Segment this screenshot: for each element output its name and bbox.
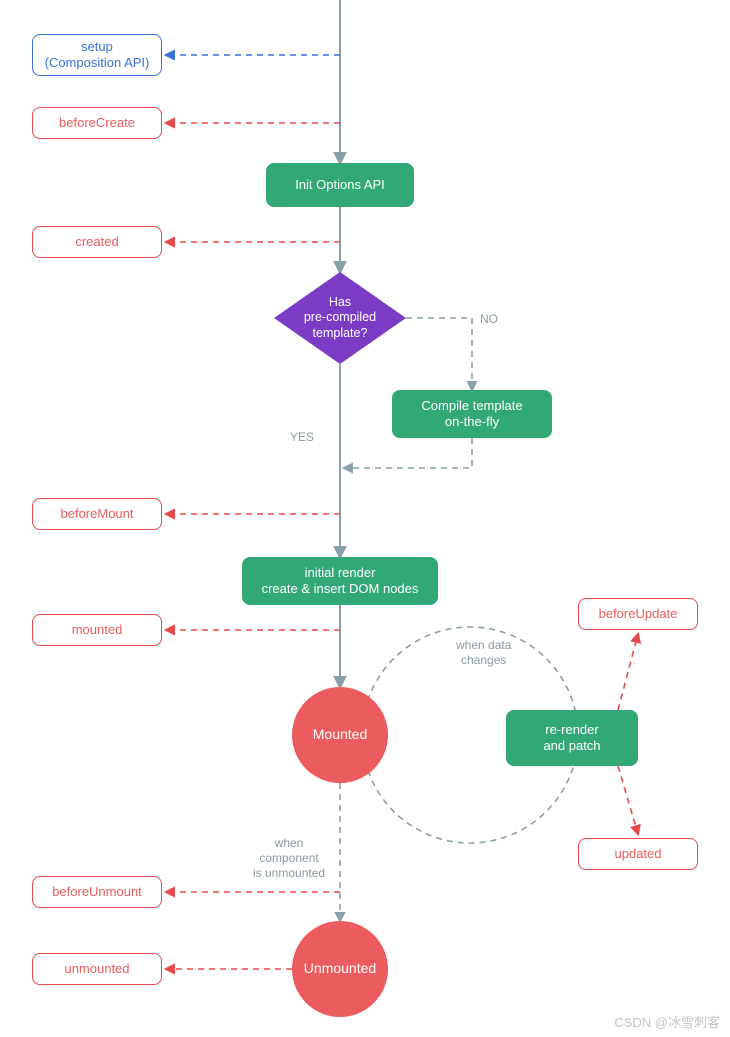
hook-beforeCreate: beforeCreate [32, 107, 162, 139]
edge-compile-return [344, 438, 472, 468]
state-mounted: Mounted [292, 687, 388, 783]
action-compileTemplate: Compile template on-the-fly [392, 390, 552, 438]
label-whenUnmounted: when component is unmounted [253, 836, 325, 881]
state-unmounted: Unmounted [292, 921, 388, 1017]
label-yes: YES [290, 430, 314, 445]
hook-updated: updated [578, 838, 698, 870]
decision-label: Has pre-compiled template? [274, 272, 406, 364]
watermark: CSDN @冰雪刺客 [614, 1012, 720, 1031]
hook-arrow [618, 766, 638, 834]
hook-beforeMount: beforeMount [32, 498, 162, 530]
action-initialRender: initial render create & insert DOM nodes [242, 557, 438, 605]
action-rerender: re-render and patch [506, 710, 638, 766]
hook-mounted: mounted [32, 614, 162, 646]
hook-beforeUnmount: beforeUnmount [32, 876, 162, 908]
hook-setup: setup (Composition API) [32, 34, 162, 76]
action-initOptions: Init Options API [266, 163, 414, 207]
label-no: NO [480, 312, 498, 327]
hook-beforeUpdate: beforeUpdate [578, 598, 698, 630]
hook-unmounted: unmounted [32, 953, 162, 985]
edge-no [406, 318, 472, 390]
label-whenData: when data changes [456, 638, 511, 668]
hook-arrow [618, 634, 638, 710]
hook-created: created [32, 226, 162, 258]
